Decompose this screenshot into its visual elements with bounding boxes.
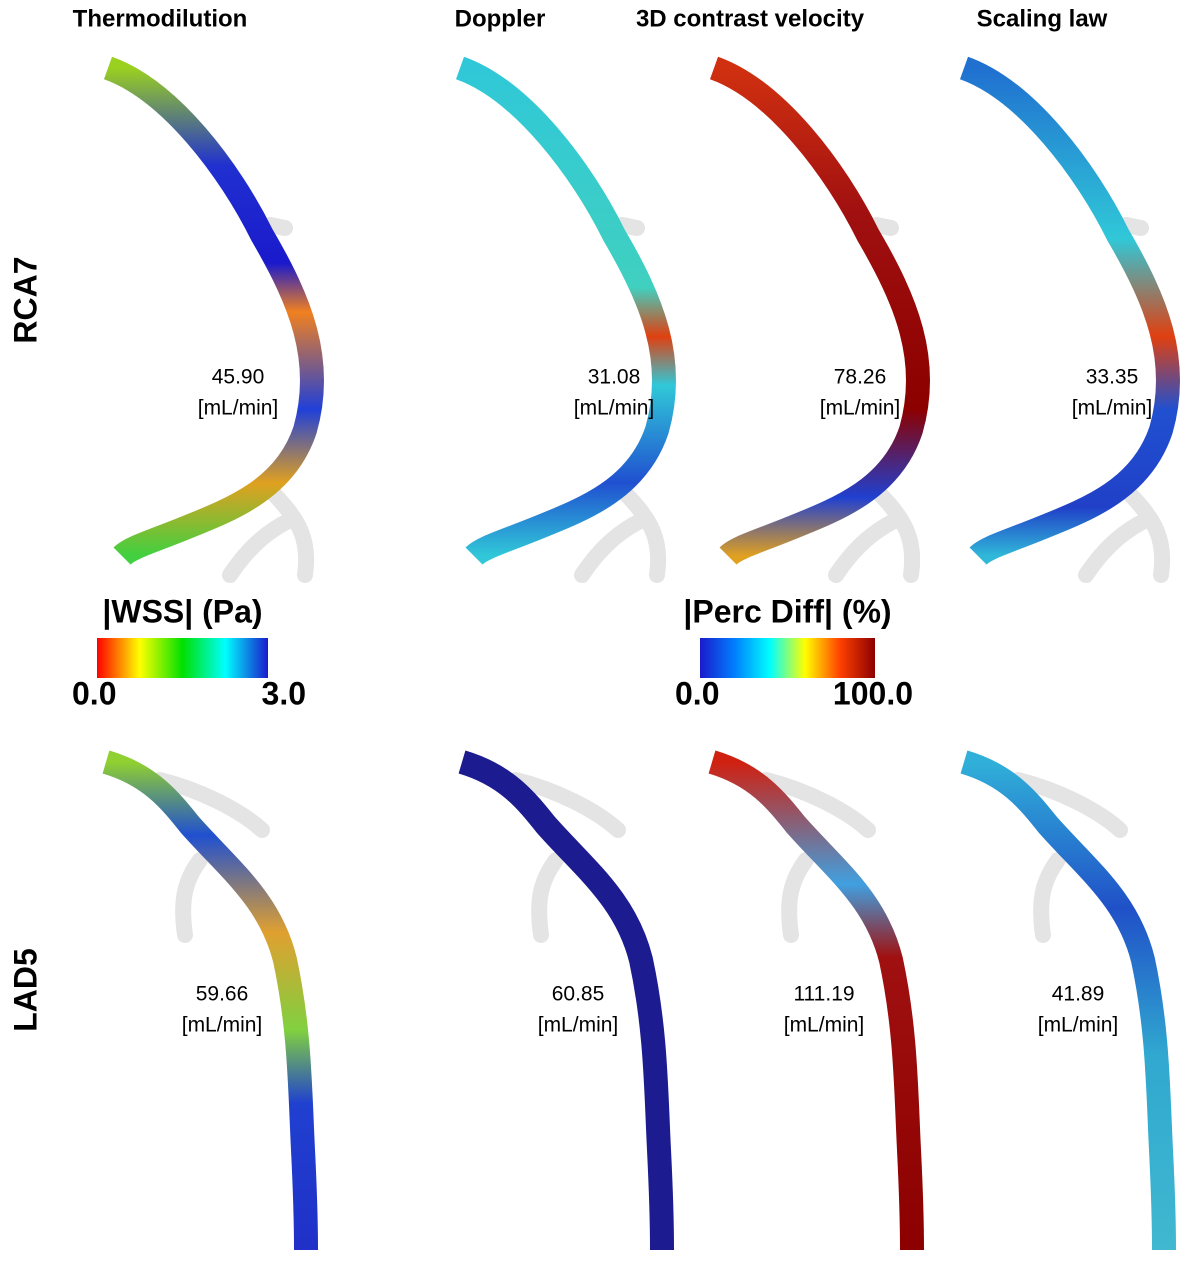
column-title: Thermodilution: [73, 5, 248, 32]
row-label: RCA7: [7, 256, 43, 343]
flow-unit: [mL/min]: [198, 397, 279, 420]
colorbar-min: 0.0: [675, 675, 719, 711]
flow-value: 78.26: [834, 366, 887, 389]
row-label: LAD5: [7, 948, 43, 1032]
flow-unit: [mL/min]: [182, 1014, 263, 1037]
flow-value: 33.35: [1086, 366, 1139, 389]
colorbar-min: 0.0: [72, 675, 116, 711]
colorbar-title: |Perc Diff| (%): [683, 593, 891, 629]
colorbars: |WSS| (Pa) 0.0 3.0 |Perc Diff| (%) 0.0 100.0: [72, 593, 913, 711]
figure: Thermodilution Doppler 3D contrast veloc…: [0, 0, 1192, 1256]
colorbar-max: 100.0: [833, 675, 913, 711]
flow-unit: [mL/min]: [538, 1014, 619, 1037]
column-title: Doppler: [455, 5, 546, 32]
colorbar-max: 3.0: [262, 675, 306, 711]
column-title: 3D contrast velocity: [636, 5, 865, 32]
column-title: Scaling law: [977, 5, 1108, 32]
flow-value: 59.66: [196, 983, 249, 1006]
flow-unit: [mL/min]: [1038, 1014, 1119, 1037]
flow-unit: [mL/min]: [1072, 397, 1153, 420]
colorbar: [700, 638, 875, 678]
flow-unit: [mL/min]: [574, 397, 655, 420]
colorbar-title: |WSS| (Pa): [102, 593, 262, 629]
flow-value: 111.19: [793, 983, 854, 1006]
flow-unit: [mL/min]: [784, 1014, 865, 1037]
colorbar: [97, 638, 268, 678]
flow-value: 31.08: [588, 366, 641, 389]
flow-unit: [mL/min]: [820, 397, 901, 420]
flow-value: 41.89: [1052, 983, 1105, 1006]
flow-value: 60.85: [552, 983, 605, 1006]
flow-value: 45.90: [212, 366, 265, 389]
flow-labels: 45.90 [mL/min] 31.08 [mL/min] 78.26 [mL/min] 3…: [182, 366, 1153, 1037]
